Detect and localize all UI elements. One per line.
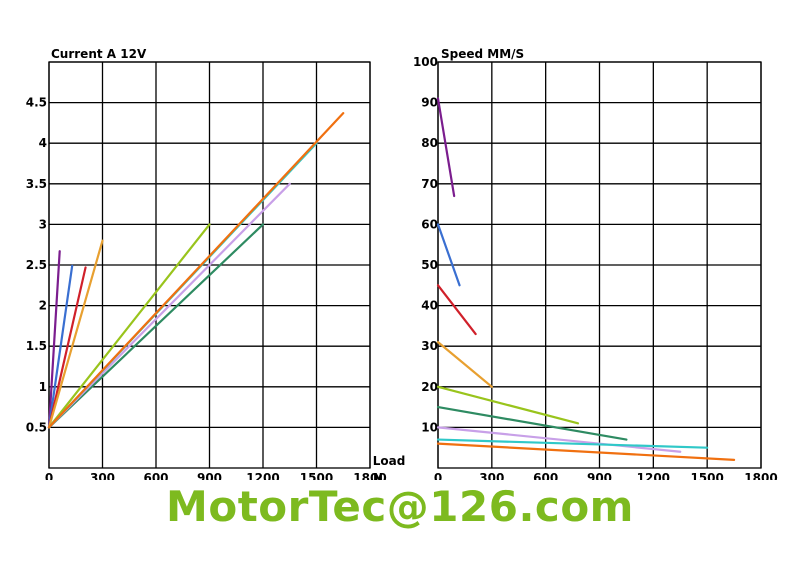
chart-title: Speed MM/S xyxy=(441,47,524,61)
x-tick-label: 600 xyxy=(143,471,168,480)
y-tick-label: 20 xyxy=(421,380,438,394)
y-tick-label: 4 xyxy=(39,136,47,150)
y-tick-label: 1.5 xyxy=(26,339,47,353)
x-tick-label: 600 xyxy=(533,471,558,480)
x-tick-label: 1200 xyxy=(637,471,670,480)
x-tick-label: 900 xyxy=(197,471,222,480)
series-line-5 xyxy=(436,385,580,425)
chart-title: Current A 12V xyxy=(51,47,147,61)
x-tick-label: 0 xyxy=(434,471,442,480)
x-tick-label: 300 xyxy=(479,471,504,480)
y-tick-label: 50 xyxy=(421,258,438,272)
series-line-2 xyxy=(47,264,74,429)
x-tick-label: 300 xyxy=(90,471,115,480)
y-tick-label: 0.5 xyxy=(26,420,47,434)
x-tick-label: 900 xyxy=(587,471,612,480)
x-axis-label: Load xyxy=(373,454,406,468)
series-line-6 xyxy=(47,223,265,429)
email-watermark: MotorTec@126.com xyxy=(166,482,634,531)
y-tick-label: 40 xyxy=(421,299,438,313)
series-line-5 xyxy=(47,223,211,429)
y-tick-label: 30 xyxy=(421,339,438,353)
x-tick-label: 1800 xyxy=(744,471,777,480)
series-line-9 xyxy=(47,112,345,429)
current-chart: Current A 12V 0 300 600 900 1200 1500 1800 0.5 1 1… xyxy=(26,47,406,480)
series-line-6 xyxy=(436,406,628,441)
series-line-1 xyxy=(436,97,456,198)
x-tick-label: 1500 xyxy=(690,471,723,480)
x-axis-unit: N xyxy=(373,471,383,480)
series-line-7 xyxy=(47,182,291,429)
x-tick-label: 1200 xyxy=(246,471,279,480)
series-line-3 xyxy=(47,266,87,429)
y-tick-label: 100 xyxy=(413,55,438,69)
y-tick-label: 2 xyxy=(39,299,47,313)
y-tick-label: 2.5 xyxy=(26,258,47,272)
y-tick-label: 3.5 xyxy=(26,177,47,191)
x-tick-label: 0 xyxy=(45,471,53,480)
series-line-2 xyxy=(436,223,461,287)
y-tick-label: 90 xyxy=(421,96,438,110)
y-tick-label: 60 xyxy=(421,217,438,231)
speed-chart: Speed MM/S 0 300 600 900 1200 1500 1800 10 20 30 40… xyxy=(413,47,778,480)
y-tick-label: 10 xyxy=(421,420,438,434)
x-tick-label: 1500 xyxy=(300,471,333,480)
series-line-9 xyxy=(436,442,736,461)
y-tick-label: 1 xyxy=(39,380,47,394)
y-tick-label: 70 xyxy=(421,177,438,191)
x-tick-label: 1800 xyxy=(353,471,386,480)
series-line-4 xyxy=(436,341,493,388)
y-tick-label: 4.5 xyxy=(26,96,47,110)
y-tick-label: 80 xyxy=(421,136,438,150)
y-tick-label: 3 xyxy=(39,217,47,231)
series-line-7 xyxy=(436,426,682,453)
series-line-1 xyxy=(47,250,61,429)
series-line-4 xyxy=(47,239,104,429)
series-line-3 xyxy=(436,284,477,336)
series-line-8 xyxy=(436,438,709,449)
